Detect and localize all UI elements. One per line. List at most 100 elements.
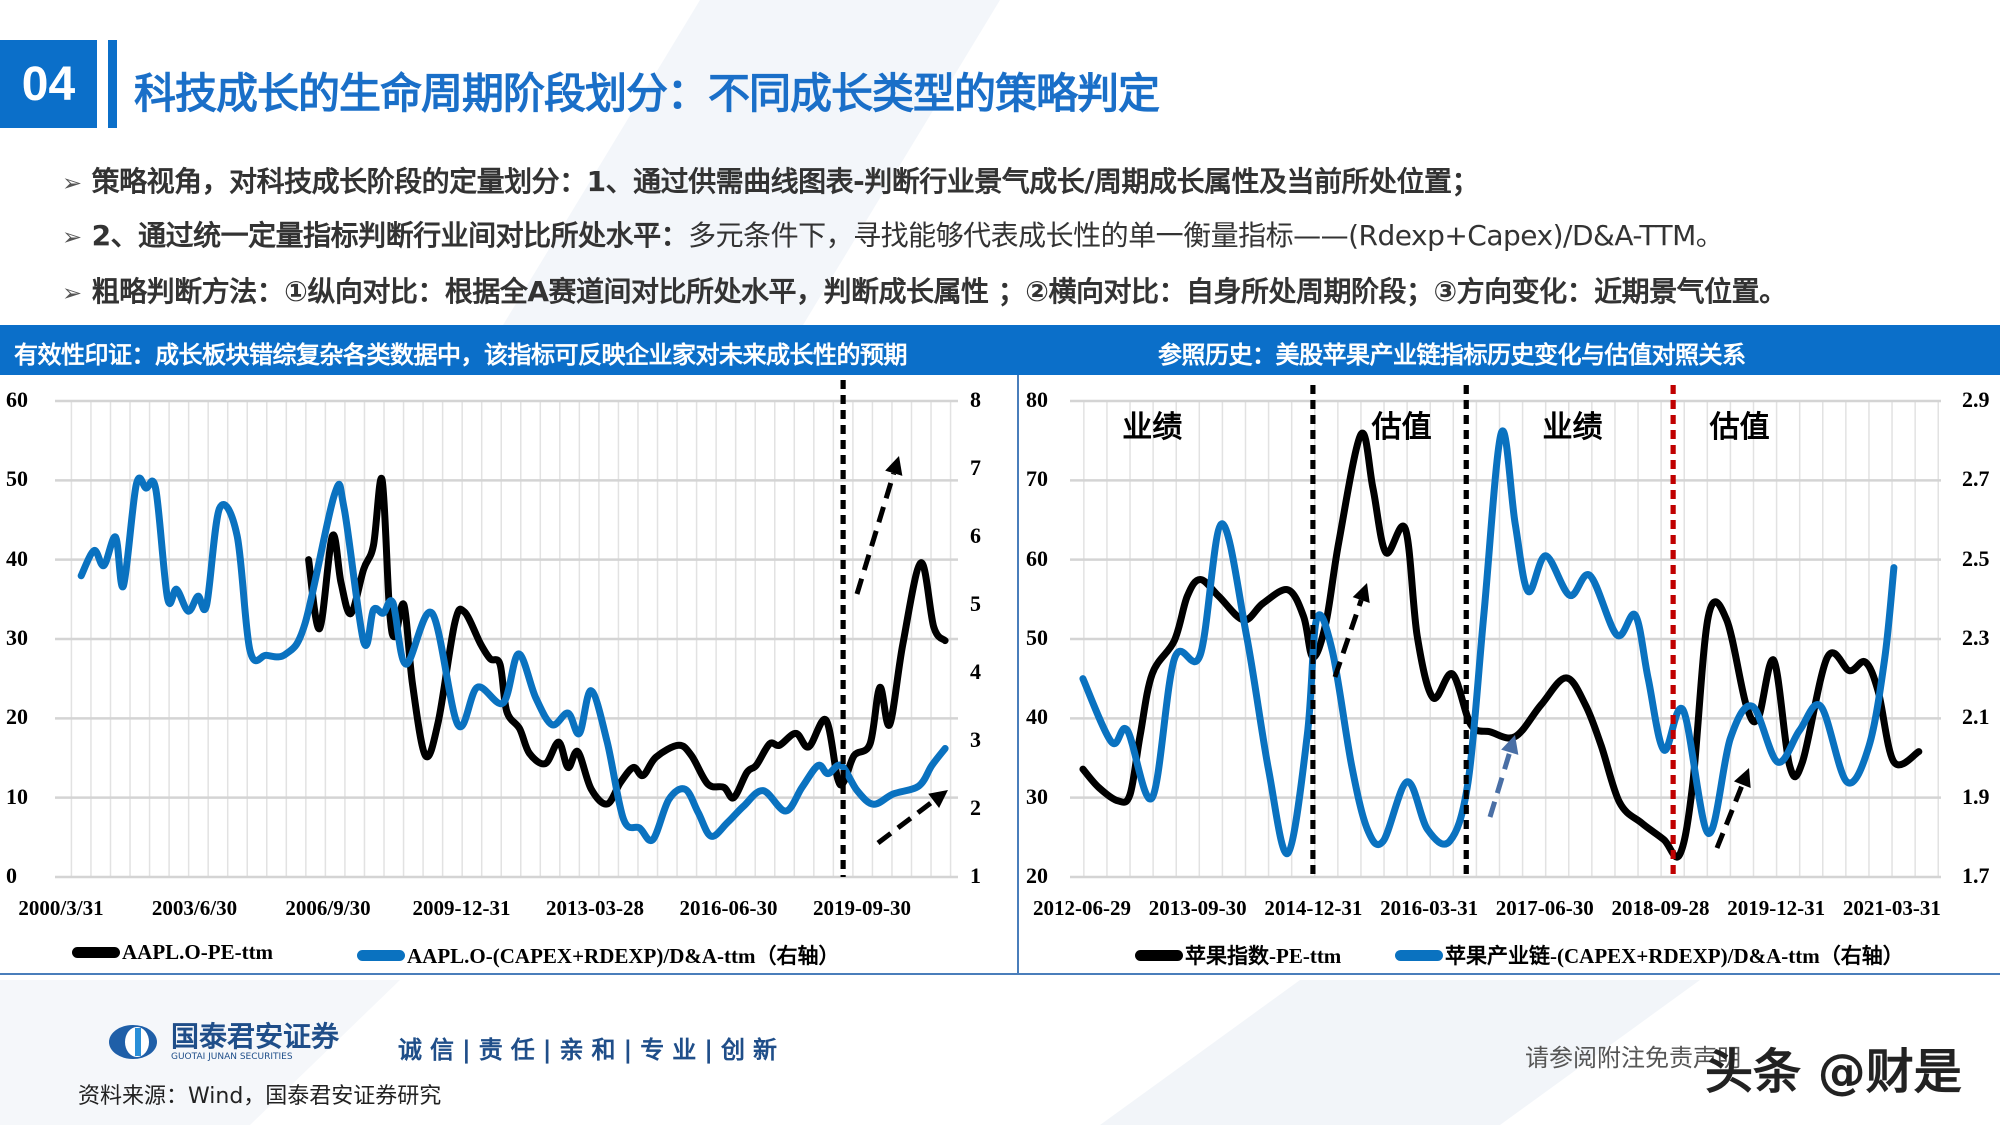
dashed-arrow	[1332, 599, 1364, 678]
x-tick-label: 2006/9/30	[285, 896, 371, 920]
y-tick-label: 40	[6, 545, 28, 571]
dashed-arrow-up-head	[885, 456, 903, 476]
y-tick-label: 0	[6, 863, 17, 888]
dashed-arrow-gray-blue-head	[1501, 735, 1519, 755]
y-right-tick-label: 2.3	[1962, 625, 1990, 650]
x-tick-label: 2019-12-31	[1727, 896, 1826, 920]
disclaimer: 请参阅附注免责声明	[1525, 1044, 1741, 1072]
source-note: 资料来源：Wind，国泰君安证券研究	[78, 1084, 442, 1109]
right-chart-caption: 参照历史：美股苹果产业链指标历史变化与估值对照关系	[1158, 341, 1746, 369]
legend-label: 苹果指数-PE-ttm	[1185, 944, 1342, 968]
bullet-3-bold: 粗略判断方法：①纵向对比：根据全A赛道间对比所处水平，判断成长属性 ；②横向对比…	[91, 275, 1788, 308]
y-right-tick-label: 3	[970, 727, 981, 752]
y-right-tick-label: 8	[970, 387, 981, 412]
y-tick-label: 10	[6, 783, 28, 809]
y-right-tick-label: 1.9	[1962, 783, 1990, 809]
dashed-arrow-head	[1733, 768, 1751, 789]
y-tick-label: 20	[1026, 863, 1048, 888]
y-tick-label: 60	[1026, 545, 1048, 571]
x-tick-label: 2014-12-31	[1264, 896, 1363, 920]
x-tick-label: 2009-12-31	[412, 896, 511, 920]
dashed-arrow	[1714, 783, 1745, 849]
bullet-arrow-icon: ➢	[62, 223, 82, 251]
caption-band	[0, 325, 2000, 375]
slogan: 诚信|责任|亲和|专业|创新	[398, 1036, 786, 1064]
y-tick-label: 60	[6, 387, 28, 412]
y-tick-label: 50	[1026, 625, 1048, 650]
x-tick-label: 2019-09-30	[813, 896, 911, 920]
legend-item-aapl-pe: AAPL.O-PE-ttm	[72, 940, 273, 965]
x-tick-label: 2016-03-31	[1380, 896, 1479, 920]
dashed-arrow-up	[854, 472, 897, 595]
x-tick-label: 2012-06-29	[1033, 896, 1131, 920]
phase-label: 估值	[1371, 410, 1432, 445]
series-line-blue	[77, 474, 949, 845]
x-tick-label: 2003/6/30	[151, 896, 238, 920]
y-tick-label: 80	[1026, 387, 1048, 412]
y-tick-label: 70	[1026, 466, 1048, 492]
bullet-1: ➢ 策略视角，对科技成长阶段的定量划分：1、通过供需曲线图表-判断行业景气成长/周…	[62, 160, 1479, 200]
series-line-black	[305, 474, 949, 808]
bullet-2-text: 多元条件下，寻找能够代表成长性的单一衡量指标——(Rdexp+Capex)/D&…	[688, 219, 1724, 252]
y-right-tick-label: 1	[970, 863, 981, 888]
y-right-tick-label: 4	[970, 659, 981, 684]
series-line-blue	[1079, 427, 1898, 857]
y-right-tick-label: 1.7	[1962, 863, 1990, 888]
y-tick-label: 30	[6, 625, 28, 650]
chart-divider	[1017, 375, 1019, 975]
legend-swatch-black	[1135, 949, 1183, 961]
watermark: 头条 @财是	[1705, 1044, 1962, 1100]
legend-swatch-blue	[1395, 949, 1443, 961]
x-tick-label: 2016-06-30	[679, 896, 778, 920]
phase-label: 业绩	[1542, 410, 1603, 445]
y-right-tick-label: 7	[970, 455, 981, 480]
phase-label: 业绩	[1122, 410, 1183, 445]
title-accent-bar	[108, 40, 117, 128]
bullet-arrow-icon: ➢	[62, 279, 82, 307]
legend-swatch-blue	[357, 949, 405, 961]
x-tick-label: 2018-09-28	[1611, 896, 1710, 920]
y-right-tick-label: 2.9	[1962, 387, 1990, 412]
y-tick-label: 30	[1026, 783, 1048, 809]
logo-text-cn: 国泰君安证券	[171, 1020, 340, 1053]
x-tick-label: 2021-03-31	[1842, 896, 1941, 920]
bullet-2: ➢ 2、通过统一定量指标判断行业间对比所处水平：多元条件下，寻找能够代表成长性的单…	[62, 214, 1724, 254]
dashed-arrow-up-right-head	[928, 790, 948, 809]
legend-item-apple-chain: 苹果产业链-(CAPEX+RDEXP)/D&A-ttm（右轴）	[1395, 940, 1904, 970]
legend-item-aapl-capex: AAPL.O-(CAPEX+RDEXP)/D&A-ttm（右轴）	[357, 940, 840, 970]
y-right-tick-label: 5	[970, 591, 981, 616]
bullet-arrow-icon: ➢	[62, 169, 82, 197]
x-tick-label: 2013-03-28	[546, 896, 644, 920]
y-right-tick-label: 2.5	[1962, 545, 1990, 571]
bullet-1-bold: 策略视角，对科技成长阶段的定量划分：1、通过供需曲线图表-判断行业景气成长/周期…	[91, 165, 1480, 198]
x-tick-label: 2017-06-30	[1495, 896, 1594, 920]
logo-text-en: GUOTAI JUNAN SECURITIES	[171, 1052, 293, 1062]
y-tick-label: 50	[6, 466, 28, 492]
page-title: 科技成长的生命周期阶段划分：不同成长类型的策略判定	[134, 69, 1160, 118]
legend-label: AAPL.O-(CAPEX+RDEXP)/D&A-ttm（右轴）	[407, 944, 840, 968]
dashed-arrow-up-right	[876, 798, 936, 845]
legend-item-apple-pe: 苹果指数-PE-ttm	[1135, 940, 1341, 970]
logo-mark-icon	[109, 1025, 157, 1059]
dashed-arrow-gray-blue	[1487, 751, 1513, 818]
y-right-tick-label: 2	[970, 795, 981, 820]
company-logo: 国泰君安证券 GUOTAI JUNAN SECURITIES	[105, 1022, 339, 1062]
y-tick-label: 40	[1026, 704, 1048, 730]
dashed-arrow-head	[1352, 583, 1370, 603]
legend-swatch-black	[72, 947, 120, 958]
y-right-tick-label: 2.7	[1962, 466, 1990, 492]
legend-label: 苹果产业链-(CAPEX+RDEXP)/D&A-ttm（右轴）	[1445, 944, 1904, 968]
bullet-2-bold: 2、通过统一定量指标判断行业间对比所处水平：	[91, 219, 689, 252]
left-chart-caption: 有效性印证：成长板块错综复杂各类数据中，该指标可反映企业家对未来成长性的预期	[14, 341, 908, 369]
series-line-black	[1079, 429, 1923, 861]
y-right-tick-label: 2.1	[1962, 704, 1990, 730]
y-right-tick-label: 6	[970, 523, 981, 548]
section-number: 04	[0, 40, 97, 128]
x-tick-label: 2000/3/31	[18, 896, 104, 920]
chart-bottom-border	[0, 973, 2000, 975]
bullet-3: ➢ 粗略判断方法：①纵向对比：根据全A赛道间对比所处水平，判断成长属性 ；②横向对…	[62, 270, 1787, 310]
y-tick-label: 20	[6, 704, 28, 730]
x-tick-label: 2013-09-30	[1148, 896, 1247, 920]
phase-label: 估值	[1709, 410, 1770, 445]
legend-label: AAPL.O-PE-ttm	[122, 940, 274, 964]
